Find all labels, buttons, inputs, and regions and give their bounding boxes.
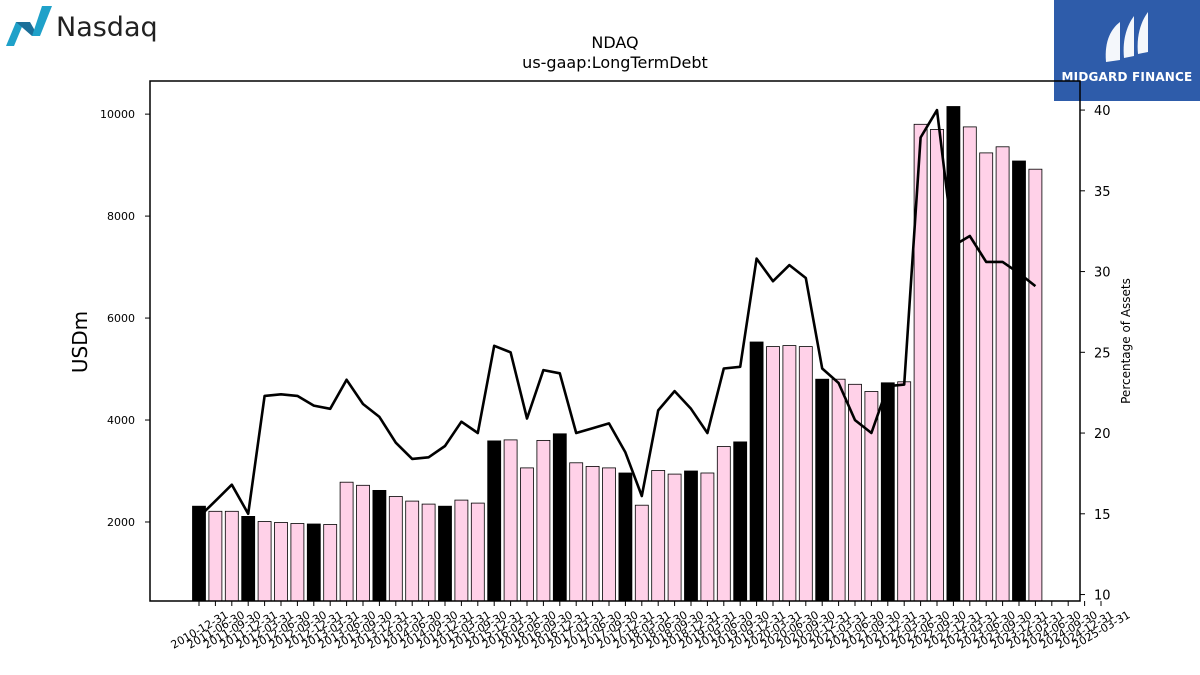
bar (290, 523, 305, 602)
y2-tick-label: 40 (1094, 104, 1111, 119)
bar (1028, 168, 1043, 602)
bar (569, 462, 584, 602)
bar (520, 467, 534, 602)
y-tick-label: 8000 (107, 210, 135, 223)
y-tick-label: 4000 (107, 414, 135, 427)
bars-layer (192, 106, 1043, 602)
bar (618, 472, 633, 602)
bar (339, 481, 354, 602)
y2-tick-label: 25 (1094, 346, 1111, 361)
bar (700, 472, 715, 602)
midgard-finance-logo: MIDGARD FINANCE (1054, 0, 1200, 101)
y2-axis-label: Percentage of Assets (1119, 278, 1133, 404)
bar (782, 345, 797, 602)
y2-tick-label: 15 (1094, 508, 1111, 523)
percentage-line (198, 108, 1037, 518)
bar (831, 378, 846, 602)
bar (733, 441, 748, 602)
x-axis: 2010-12-312011-06-302011-09-302011-12-31… (169, 601, 1133, 652)
bar (536, 439, 551, 602)
nasdaq-mark-icon (6, 6, 52, 46)
bar (716, 446, 731, 602)
y-axis-right: 10 15 20 25 30 35 40 (1080, 104, 1111, 604)
bar (979, 152, 994, 602)
y2-tick-label: 20 (1094, 427, 1111, 442)
bar (930, 128, 944, 602)
bar (454, 499, 469, 602)
bar (438, 505, 452, 602)
y-tick-label: 6000 (107, 312, 135, 325)
bar (766, 346, 780, 602)
bar (897, 381, 912, 602)
chart-title: NDAQ (591, 33, 638, 52)
bar (815, 378, 830, 602)
bar (323, 524, 338, 602)
bar (208, 510, 223, 602)
bar (798, 346, 813, 602)
line-layer (198, 108, 1037, 518)
bar (552, 433, 567, 602)
bar (667, 473, 682, 602)
nasdaq-logo: Nasdaq (4, 4, 164, 48)
y2-tick-label: 10 (1094, 589, 1111, 604)
bar (257, 521, 272, 602)
y-tick-label: 2000 (107, 516, 135, 529)
bar (274, 522, 288, 602)
bar (634, 504, 649, 602)
bar (946, 106, 961, 602)
bar (224, 510, 239, 602)
bar (848, 383, 862, 602)
bar (503, 439, 518, 602)
plot-frame (149, 80, 1081, 602)
y2-tick-label: 35 (1094, 185, 1111, 200)
bar (306, 523, 321, 602)
bar (1012, 160, 1026, 602)
y-axis-left: 2000 4000 6000 8000 10000 (100, 108, 150, 529)
midgard-logo-text: MIDGARD FINANCE (1061, 70, 1193, 84)
y-axis-label: USDm (68, 311, 92, 373)
bar (405, 500, 420, 602)
bar (684, 470, 698, 602)
chart-subtitle: us-gaap:LongTermDebt (522, 53, 708, 72)
bar (487, 440, 502, 602)
bar (651, 470, 666, 602)
y-tick-label: 10000 (100, 108, 135, 121)
bar (962, 126, 977, 602)
bar (421, 503, 436, 602)
bar (749, 341, 764, 602)
bar (372, 489, 387, 602)
bar (585, 465, 600, 602)
y2-tick-label: 30 (1094, 266, 1111, 281)
nasdaq-logo-text: Nasdaq (56, 12, 158, 43)
bar (880, 382, 895, 602)
bar (470, 502, 485, 602)
bar (388, 496, 403, 602)
bar (995, 146, 1010, 602)
bar (241, 516, 256, 602)
bar (192, 505, 206, 602)
midgard-mark-icon (1105, 12, 1148, 62)
bar (356, 484, 370, 602)
bar (602, 467, 616, 602)
